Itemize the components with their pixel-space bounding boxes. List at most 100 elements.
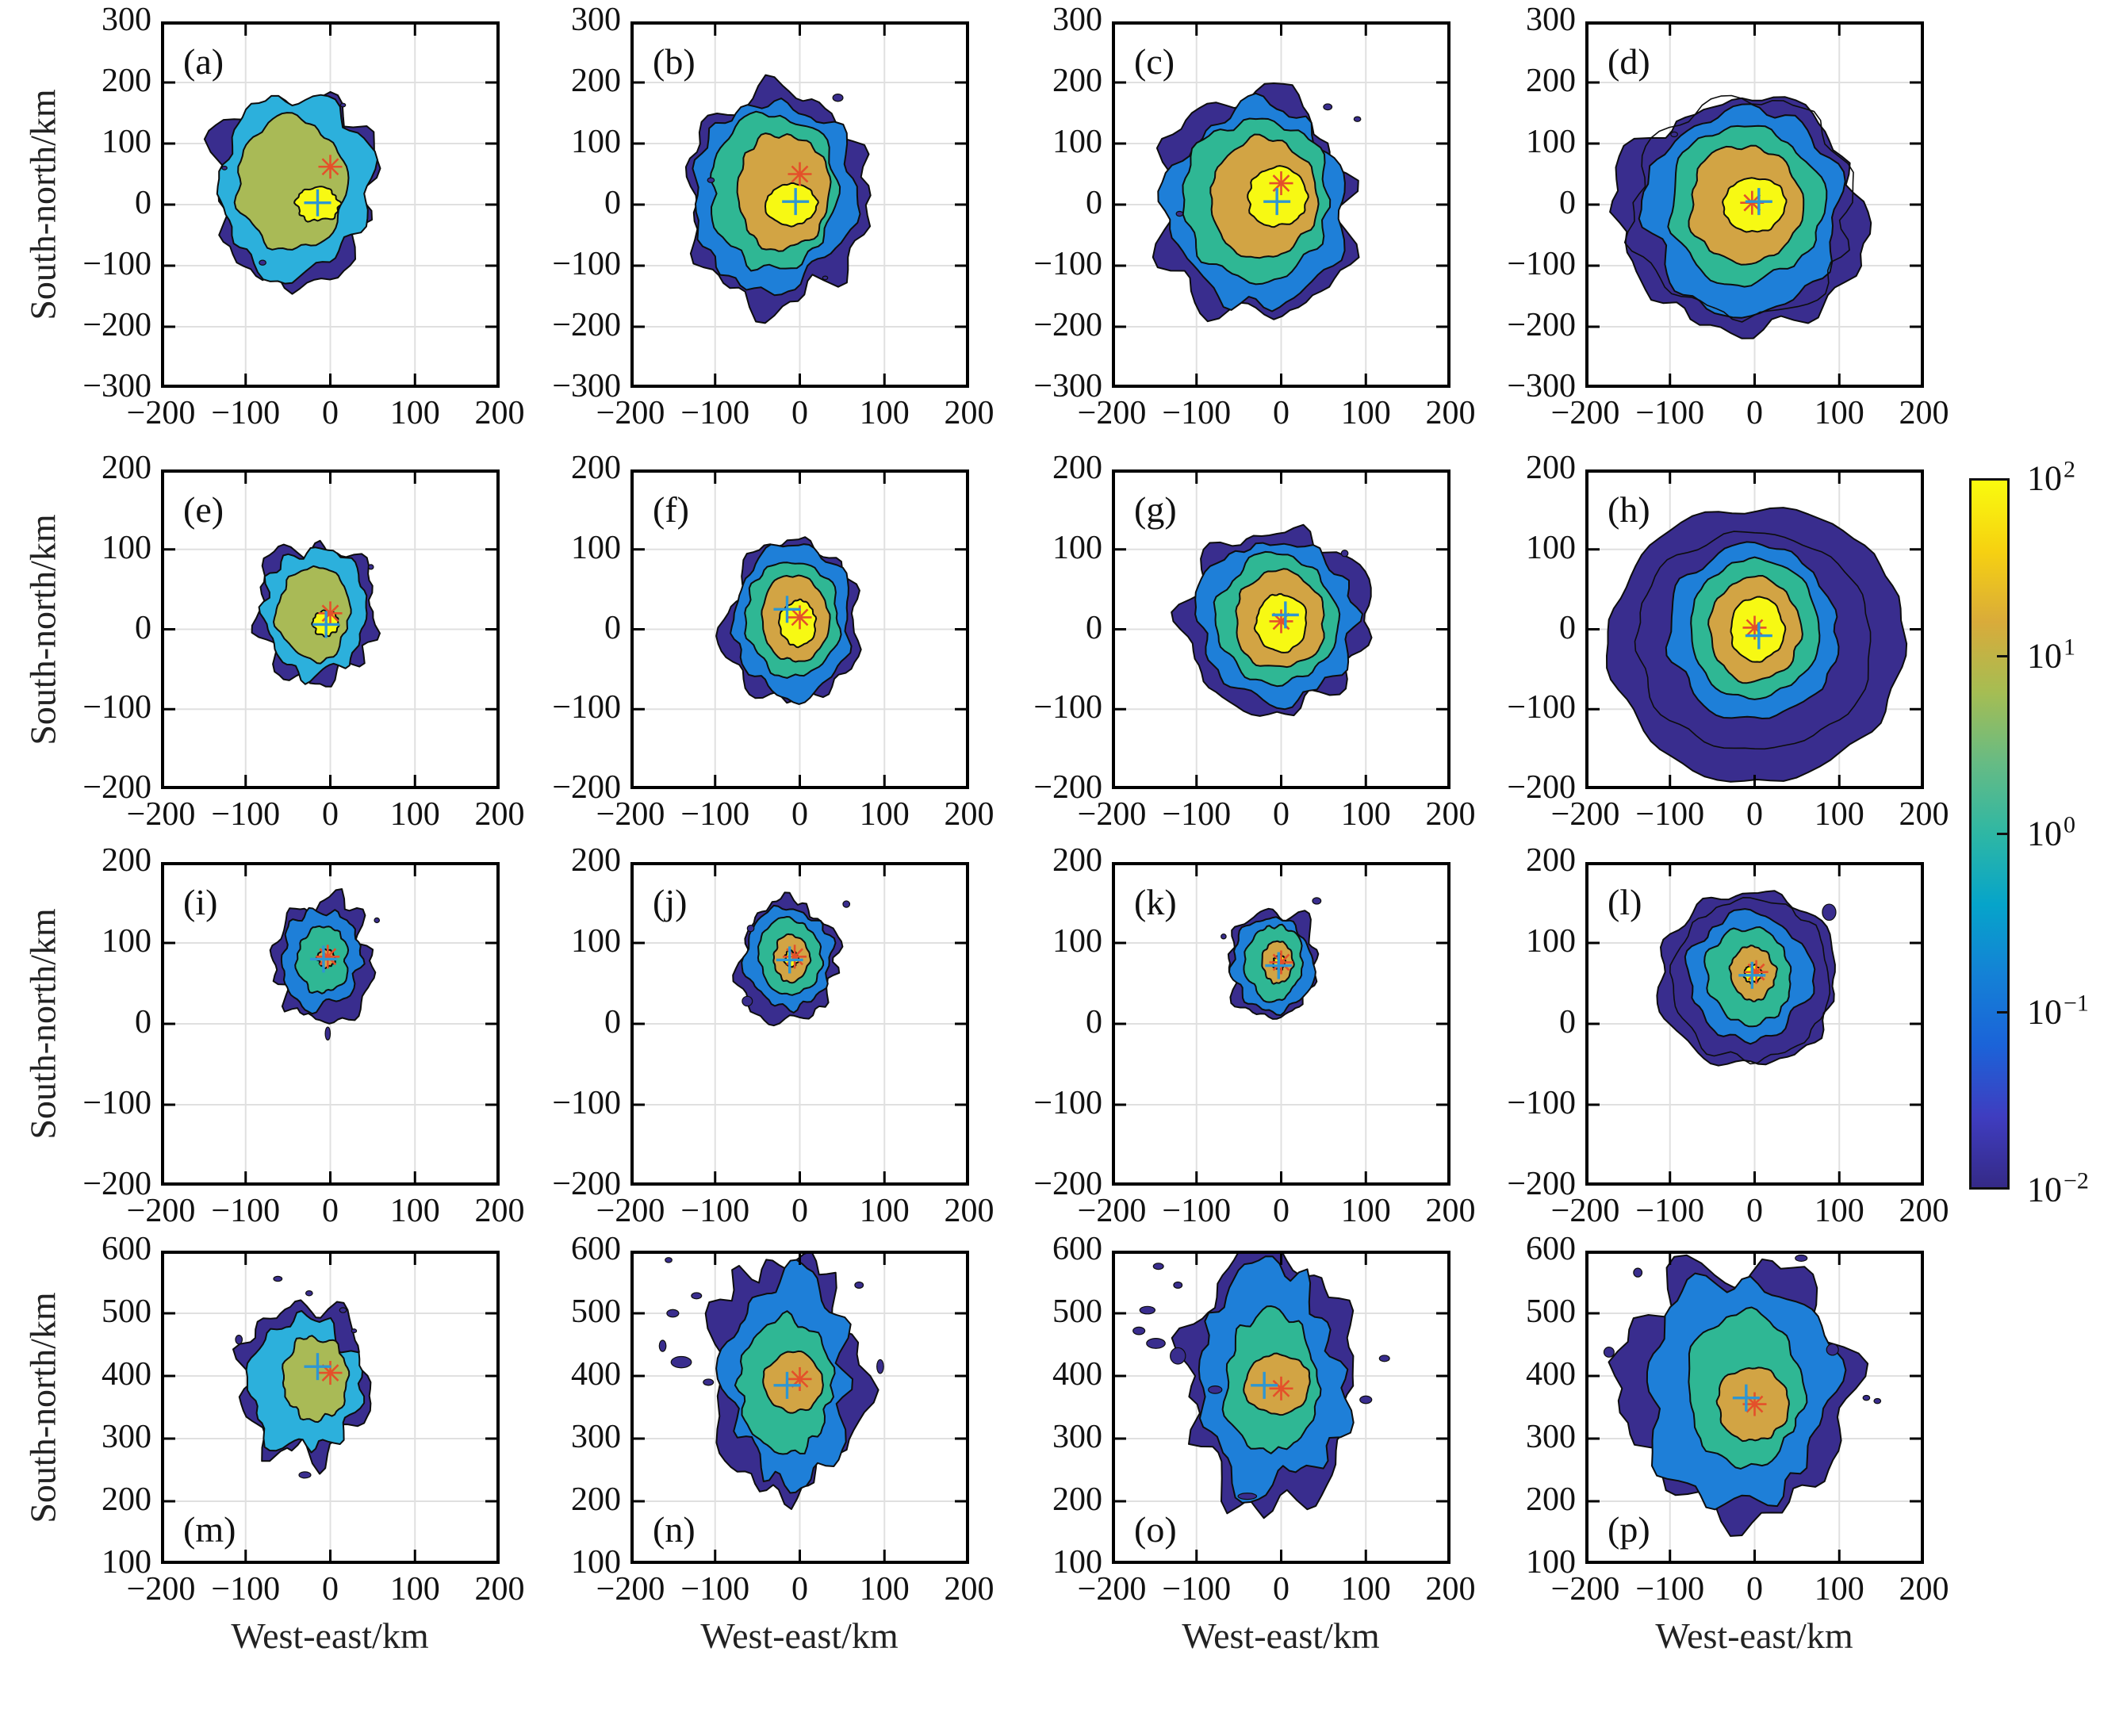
x-tick-label: 200	[1425, 796, 1476, 833]
x-axis-label-col2: West-east/km	[700, 1615, 899, 1656]
x-tick-label: 200	[474, 395, 525, 431]
y-tick-label: 0	[135, 609, 151, 646]
y-tick-label: −200	[82, 307, 151, 343]
y-tick-label: 200	[1052, 450, 1102, 486]
colorbar-tick-label: 10−1	[2027, 990, 2089, 1032]
y-tick-label: 100	[1526, 923, 1576, 960]
x-tick-label: 200	[474, 1193, 525, 1229]
x-tick-label: −200	[1077, 1193, 1147, 1229]
x-tick-label: 0	[322, 1571, 339, 1608]
x-tick-label: 0	[1746, 1193, 1763, 1229]
colorbar-tick-label: 100	[2027, 811, 2075, 853]
panel-letter-label: (l)	[1608, 882, 1642, 922]
y-tick-label: 200	[571, 842, 621, 879]
x-tick-label: 200	[474, 796, 525, 833]
x-tick-label: 0	[791, 796, 808, 833]
y-tick-label: 200	[1052, 63, 1102, 99]
y-tick-label: 100	[1526, 1544, 1576, 1581]
y-tick-label: −100	[1507, 246, 1576, 282]
x-tick-label: 100	[1814, 796, 1864, 833]
x-tick-label: 100	[1340, 395, 1391, 431]
x-tick-label: 0	[1746, 796, 1763, 833]
y-tick-label: 0	[1559, 185, 1576, 221]
x-tick-label: 100	[1814, 1571, 1864, 1608]
y-tick-label: −300	[82, 368, 151, 404]
x-tick-label: 0	[322, 395, 339, 431]
y-tick-label: 500	[1526, 1293, 1576, 1330]
y-tick-label: −200	[1033, 1166, 1102, 1202]
y-tick-label: 100	[102, 1544, 151, 1581]
y-tick-label: 0	[1559, 609, 1576, 646]
y-tick-label: −100	[82, 246, 151, 282]
panel-letter-label: (e)	[183, 489, 224, 530]
panel-d: (d)	[1585, 21, 1924, 388]
y-tick-label: 100	[1052, 1544, 1102, 1581]
y-tick-label: 0	[1559, 1004, 1576, 1040]
x-tick-label: −100	[1635, 395, 1705, 431]
distribution-center-plus-marker	[309, 945, 337, 973]
distribution-center-plus-marker	[304, 1353, 331, 1381]
y-tick-label: 100	[1052, 529, 1102, 566]
panel-p: (p)	[1585, 1251, 1924, 1564]
colorbar-tick	[1997, 1011, 2010, 1014]
x-tick-label: 0	[1273, 1193, 1290, 1229]
y-tick-label: −200	[552, 1166, 621, 1202]
x-tick-label: −100	[1635, 1193, 1705, 1229]
x-tick-label: −100	[680, 796, 750, 833]
panel-letter-label: (g)	[1134, 489, 1177, 530]
x-tick-label: −200	[596, 395, 665, 431]
colorbar-tick-label: 10−2	[2027, 1167, 2089, 1209]
x-axis-label-col1: West-east/km	[231, 1615, 429, 1656]
x-tick-label: 100	[389, 1193, 440, 1229]
distribution-center-plus-marker	[304, 189, 331, 217]
x-tick-label: −100	[211, 1193, 281, 1229]
panel-letter-label: (h)	[1608, 489, 1650, 530]
y-tick-label: 200	[1526, 1481, 1576, 1518]
panel-letter-label: (f)	[653, 489, 689, 530]
x-tick-label: 100	[859, 395, 910, 431]
x-tick-label: −200	[1550, 395, 1620, 431]
panel-a: (a)	[161, 21, 500, 388]
y-tick-label: 0	[135, 1004, 151, 1040]
panel-f: (f)	[630, 469, 969, 789]
y-tick-label: 200	[571, 63, 621, 99]
event-center-star-marker	[1269, 1376, 1293, 1401]
y-tick-label: −100	[1507, 1085, 1576, 1121]
x-tick-label: −100	[211, 395, 281, 431]
y-tick-label: 300	[571, 2, 621, 38]
x-tick-label: 200	[1899, 1193, 1949, 1229]
y-tick-label: 200	[1526, 63, 1576, 99]
distribution-center-plus-marker	[773, 596, 801, 623]
x-tick-label: −200	[1550, 1571, 1620, 1608]
panel-b: (b)	[630, 21, 969, 388]
x-tick-label: 0	[1746, 395, 1763, 431]
x-tick-label: 200	[944, 796, 994, 833]
y-tick-label: −100	[552, 689, 621, 726]
y-tick-label: 200	[1526, 450, 1576, 486]
x-tick-label: −100	[680, 1193, 750, 1229]
x-tick-label: −200	[1077, 395, 1147, 431]
panel-e: (e)	[161, 469, 500, 789]
colorbar-tick-label: 101	[2027, 634, 2075, 676]
y-tick-label: −200	[1507, 1166, 1576, 1202]
y-tick-label: 400	[1526, 1356, 1576, 1393]
colorbar-tick	[1997, 833, 2010, 835]
y-tick-label: 0	[604, 609, 621, 646]
x-tick-label: 100	[389, 796, 440, 833]
panel-j: (j)	[630, 862, 969, 1186]
distribution-center-plus-marker	[1251, 1371, 1278, 1399]
x-tick-label: 200	[1425, 395, 1476, 431]
x-tick-label: −100	[1162, 1571, 1232, 1608]
panel-c: (c)	[1112, 21, 1450, 388]
x-tick-label: −100	[1635, 1571, 1705, 1608]
x-axis-label-col3: West-east/km	[1182, 1615, 1380, 1656]
x-tick-label: 200	[1899, 1571, 1949, 1608]
x-tick-label: −200	[1550, 1193, 1620, 1229]
y-tick-label: −300	[1033, 368, 1102, 404]
x-tick-label: −200	[596, 1193, 665, 1229]
distribution-center-plus-marker	[773, 1371, 801, 1399]
panel-letter-label: (o)	[1134, 1509, 1177, 1550]
distribution-center-plus-marker	[1732, 1384, 1760, 1412]
x-tick-label: 0	[1273, 395, 1290, 431]
